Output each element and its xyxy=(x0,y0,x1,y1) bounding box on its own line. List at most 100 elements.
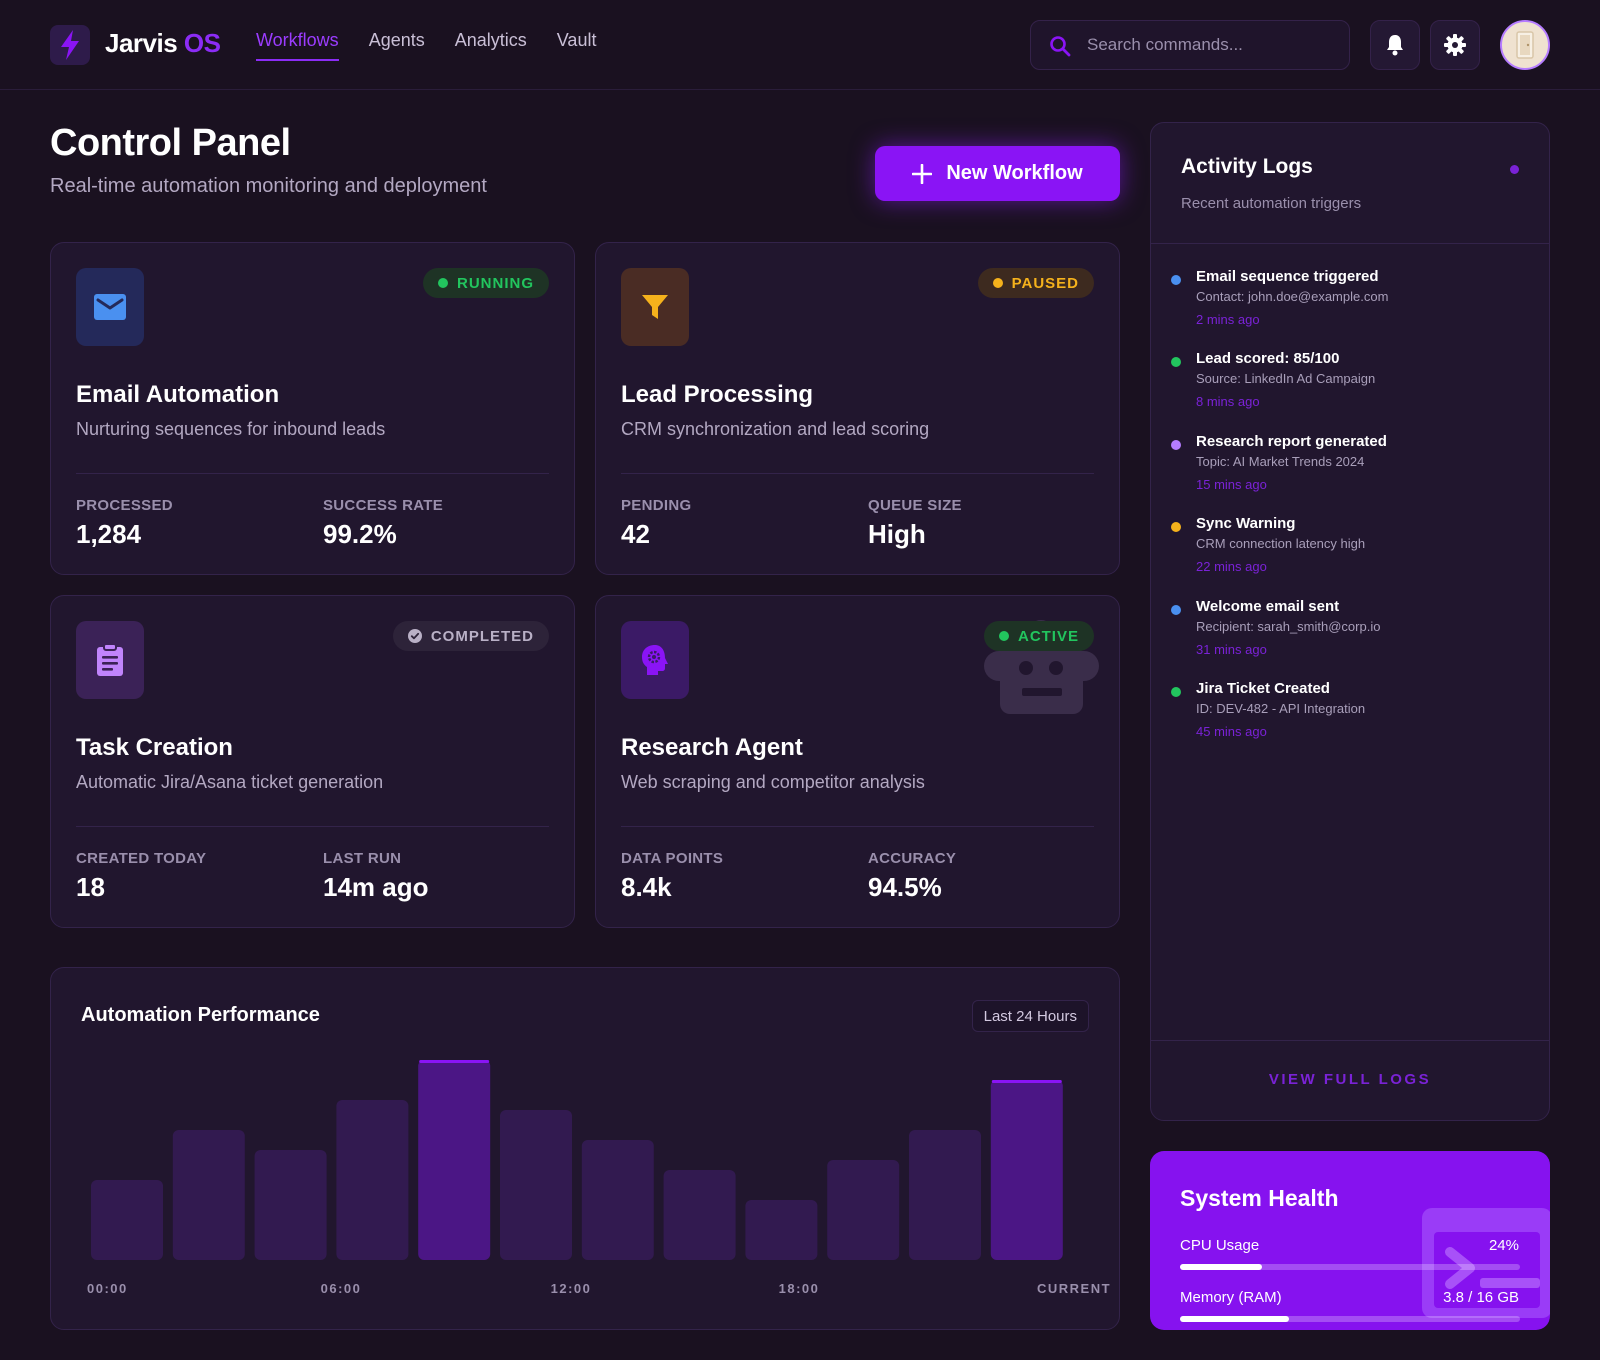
chart-bar-highlight xyxy=(419,1060,490,1063)
stat-value: 94.5% xyxy=(868,872,942,902)
live-indicator-dot xyxy=(1510,165,1519,174)
log-time: 2 mins ago xyxy=(1196,312,1260,327)
chart-bar-highlight xyxy=(991,1080,1062,1083)
log-item[interactable]: Research report generated Topic: AI Mark… xyxy=(1171,433,1531,513)
log-item[interactable]: Jira Ticket Created ID: DEV-482 - API In… xyxy=(1171,680,1531,760)
status-text: RUNNING xyxy=(457,274,534,292)
activity-logs-panel: Activity Logs Recent automation triggers… xyxy=(1150,122,1550,1121)
stat-label: QUEUE SIZE xyxy=(868,497,962,514)
status-badge: COMPLETED xyxy=(392,621,549,651)
log-item[interactable]: Sync Warning CRM connection latency high… xyxy=(1171,515,1531,595)
card-title: Task Creation xyxy=(76,734,233,761)
mail-icon xyxy=(94,294,126,320)
bell-icon xyxy=(1387,35,1403,56)
brain-gear-icon xyxy=(642,645,668,675)
log-detail: CRM connection latency high xyxy=(1196,536,1366,551)
view-full-logs-link[interactable]: VIEW FULL LOGS xyxy=(1268,1071,1432,1088)
workflow-card-email[interactable]: RUNNING Email Automation Nurturing seque… xyxy=(50,242,575,575)
log-item[interactable]: Email sequence triggered Contact: john.d… xyxy=(1171,268,1531,348)
status-badge: ACTIVE xyxy=(983,621,1094,651)
chart-bar xyxy=(663,1170,736,1260)
card-divider xyxy=(76,473,549,474)
logo[interactable] xyxy=(50,25,90,65)
card-title: Lead Processing xyxy=(621,381,814,408)
chart-bar xyxy=(909,1130,981,1260)
log-detail: Topic: AI Market Trends 2024 xyxy=(1196,454,1365,469)
page-title: Control Panel xyxy=(50,122,291,164)
plus-icon xyxy=(912,163,933,184)
log-title: Sync Warning xyxy=(1196,515,1296,532)
x-tick-label: 12:00 xyxy=(551,1281,592,1296)
log-item[interactable]: Welcome email sent Recipient: sarah_smit… xyxy=(1171,598,1531,678)
log-dot xyxy=(1171,522,1181,532)
nav-vault[interactable]: Vault xyxy=(556,30,597,50)
system-health-card: System Health CPU Usage 24% Memory (RAM)… xyxy=(1150,1151,1550,1330)
cpu-value: 24% xyxy=(1488,1237,1519,1254)
chart-bar xyxy=(500,1110,572,1260)
log-time: 45 mins ago xyxy=(1196,724,1267,739)
chart-bar xyxy=(990,1080,1063,1260)
log-title: Research report generated xyxy=(1196,433,1387,450)
stat-value: 14m ago xyxy=(323,872,429,902)
app-name-main: Jarvis xyxy=(105,28,178,58)
new-workflow-button[interactable]: New Workflow xyxy=(875,146,1120,201)
filter-icon xyxy=(642,295,668,319)
settings-button[interactable] xyxy=(1430,20,1480,70)
x-tick-label: CURRENT xyxy=(1037,1281,1111,1296)
time-range-selector[interactable]: Last 24 Hours xyxy=(971,1000,1089,1032)
workflow-card-lead[interactable]: PAUSED Lead Processing CRM synchronizati… xyxy=(595,242,1120,575)
activity-footer-divider xyxy=(1151,1040,1549,1041)
chart-bar xyxy=(254,1150,327,1260)
workflow-card-research[interactable]: ACTIVE Research Agent Web scraping and c… xyxy=(595,595,1120,928)
stat-value: 99.2% xyxy=(323,519,397,549)
user-avatar[interactable] xyxy=(1500,20,1550,70)
workflow-card-task[interactable]: COMPLETED Task Creation Automatic Jira/A… xyxy=(50,595,575,928)
log-item[interactable]: Lead scored: 85/100 Source: LinkedIn Ad … xyxy=(1171,350,1531,430)
log-detail: Recipient: sarah_smith@corp.io xyxy=(1196,619,1381,634)
app-name-accent: OS xyxy=(183,28,221,58)
log-title: Jira Ticket Created xyxy=(1196,680,1330,697)
chart-bar xyxy=(581,1140,654,1260)
nav-analytics[interactable]: Analytics xyxy=(454,30,527,50)
stat-label: ACCURACY xyxy=(868,850,957,867)
stat-value: 1,284 xyxy=(76,519,142,549)
stat-label: PROCESSED xyxy=(76,497,173,514)
chart-bar xyxy=(745,1200,818,1260)
chart-bar xyxy=(336,1100,409,1260)
chart-bar xyxy=(418,1060,491,1260)
memory-progress-track xyxy=(1180,1316,1520,1322)
log-dot xyxy=(1171,605,1181,615)
check-circle-icon xyxy=(407,629,422,643)
log-time: 22 mins ago xyxy=(1196,559,1267,574)
bolt-icon xyxy=(61,30,79,60)
chart-title: Automation Performance xyxy=(81,1004,320,1026)
stat-label: DATA POINTS xyxy=(621,850,724,867)
health-title: System Health xyxy=(1180,1185,1339,1211)
card-title: Research Agent xyxy=(621,734,803,761)
status-text: ACTIVE xyxy=(1017,627,1079,645)
log-title: Email sequence triggered xyxy=(1196,268,1379,285)
status-dot xyxy=(992,278,1003,288)
card-divider xyxy=(621,826,1094,827)
card-icon-box xyxy=(621,621,689,699)
card-description: Automatic Jira/Asana ticket generation xyxy=(76,772,384,792)
nav-agents[interactable]: Agents xyxy=(368,30,425,50)
log-dot xyxy=(1171,440,1181,450)
card-description: Web scraping and competitor analysis xyxy=(621,772,925,792)
log-dot xyxy=(1171,275,1181,285)
activity-title: Activity Logs xyxy=(1181,155,1313,178)
status-dot xyxy=(438,278,448,288)
notifications-button[interactable] xyxy=(1370,20,1420,70)
card-divider xyxy=(621,473,1094,474)
nav-workflows[interactable]: Workflows xyxy=(256,30,339,61)
search-input[interactable] xyxy=(1087,21,1337,69)
status-text: PAUSED xyxy=(1011,274,1079,292)
activity-subtitle: Recent automation triggers xyxy=(1181,195,1362,212)
card-title: Email Automation xyxy=(76,381,280,408)
card-icon-box xyxy=(621,268,689,346)
x-tick-label: 06:00 xyxy=(321,1281,362,1296)
log-title: Lead scored: 85/100 xyxy=(1196,350,1340,367)
card-divider xyxy=(76,826,549,827)
performance-bar-chart: 00:00 06:00 12:00 18:00 CURRENT xyxy=(87,1060,1111,1296)
search-box[interactable] xyxy=(1030,20,1350,70)
